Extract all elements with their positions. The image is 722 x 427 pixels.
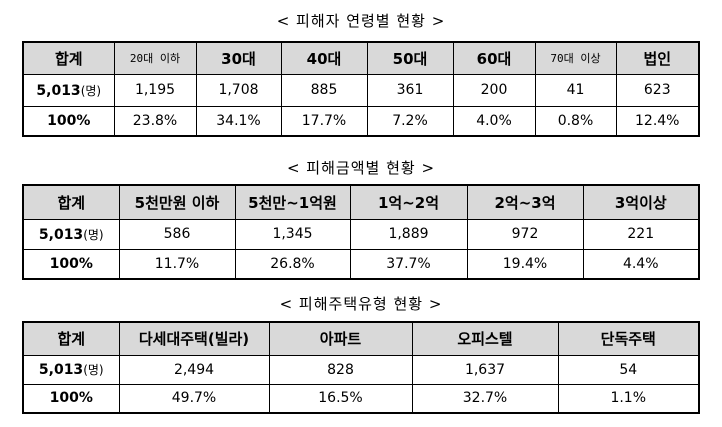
age-count-cell: 200 bbox=[452, 73, 536, 107]
count-total: 5,013 bbox=[38, 362, 84, 378]
age-section-title: < 피해자 연령별 현황 > bbox=[276, 12, 446, 30]
age-pct-cell: 4.0% bbox=[452, 105, 536, 137]
housing-pct-row: 100% 49.7% 16.5% 32.7% 1.1% bbox=[22, 383, 700, 414]
amount-count-cell: 221 bbox=[582, 218, 700, 250]
age-pct-cell: 7.2% bbox=[366, 105, 454, 137]
age-pct-cell: 12.4% bbox=[615, 105, 700, 137]
amount-pct-cell: 37.7% bbox=[349, 248, 468, 280]
amount-count-cell: 972 bbox=[466, 218, 584, 250]
age-count-cell: 1,195 bbox=[113, 73, 197, 107]
count-unit: (명) bbox=[80, 83, 102, 98]
housing-pct-cell: 16.5% bbox=[268, 383, 413, 414]
age-pct-row: 100% 23.8% 34.1% 17.7% 7.2% 4.0% 0.8% 12… bbox=[22, 105, 700, 137]
age-pct-cell: 34.1% bbox=[195, 105, 282, 137]
housing-header-total: 합계 bbox=[22, 321, 120, 356]
amount-pct-label: 100% bbox=[22, 248, 120, 280]
housing-header-row: 합계 다세대주택(빌라) 아파트 오피스텔 단독주택 bbox=[22, 321, 700, 356]
age-header-70s-over: 70대 이상 bbox=[534, 41, 617, 75]
age-header-20s-under: 20대 이하 bbox=[113, 41, 197, 75]
amount-count-row: 5,013(명) 586 1,345 1,889 972 221 bbox=[22, 218, 700, 250]
amount-count-label: 5,013(명) bbox=[22, 218, 120, 250]
amount-count-cell: 1,889 bbox=[349, 218, 468, 250]
amount-count-cell: 1,345 bbox=[234, 218, 351, 250]
amount-header-total: 합계 bbox=[22, 184, 120, 220]
housing-header-officetel: 오피스텔 bbox=[411, 321, 559, 356]
age-count-cell: 41 bbox=[534, 73, 617, 107]
age-count-cell: 361 bbox=[366, 73, 454, 107]
housing-pct-cell: 49.7% bbox=[118, 383, 270, 414]
count-unit: (명) bbox=[83, 227, 104, 242]
housing-header-apartment: 아파트 bbox=[268, 321, 413, 356]
housing-header-multi-family: 다세대주택(빌라) bbox=[118, 321, 270, 356]
age-pct-cell: 17.7% bbox=[280, 105, 368, 137]
housing-count-label: 5,013(명) bbox=[22, 354, 120, 385]
age-count-row: 5,013(명) 1,195 1,708 885 361 200 41 623 bbox=[22, 73, 700, 107]
amount-header-over-300m: 3억이상 bbox=[582, 184, 700, 220]
amount-header-100m-200m: 1억~2억 bbox=[349, 184, 468, 220]
age-count-label: 5,013(명) bbox=[22, 73, 115, 107]
age-pct-label: 100% bbox=[22, 105, 115, 137]
housing-count-cell: 828 bbox=[268, 354, 413, 385]
housing-count-cell: 2,494 bbox=[118, 354, 270, 385]
amount-header-row: 합계 5천만원 이하 5천만~1억원 1억~2억 2억~3억 3억이상 bbox=[22, 184, 700, 220]
housing-count-cell: 1,637 bbox=[411, 354, 559, 385]
age-header-40s: 40대 bbox=[280, 41, 368, 75]
age-table: 합계 20대 이하 30대 40대 50대 60대 70대 이상 법인 5,01… bbox=[22, 41, 700, 137]
count-total: 5,013 bbox=[36, 82, 81, 99]
count-unit: (명) bbox=[83, 363, 104, 377]
housing-header-detached: 단독주택 bbox=[557, 321, 700, 356]
age-header-corporation: 법인 bbox=[615, 41, 700, 75]
age-count-cell: 623 bbox=[615, 73, 700, 107]
amount-header-200m-300m: 2억~3억 bbox=[466, 184, 584, 220]
amount-section-title: < 피해금액별 현황 > bbox=[286, 159, 436, 177]
age-pct-cell: 23.8% bbox=[113, 105, 197, 137]
age-header-total: 합계 bbox=[22, 41, 115, 75]
age-count-cell: 1,708 bbox=[195, 73, 282, 107]
amount-header-under-50m: 5천만원 이하 bbox=[118, 184, 236, 220]
amount-count-cell: 586 bbox=[118, 218, 236, 250]
housing-count-row: 5,013(명) 2,494 828 1,637 54 bbox=[22, 354, 700, 385]
age-header-30s: 30대 bbox=[195, 41, 282, 75]
housing-pct-label: 100% bbox=[22, 383, 120, 414]
age-pct-cell: 0.8% bbox=[534, 105, 617, 137]
age-header-50s: 50대 bbox=[366, 41, 454, 75]
count-total: 5,013 bbox=[38, 226, 84, 243]
housing-table: 합계 다세대주택(빌라) 아파트 오피스텔 단독주택 5,013(명) 2,49… bbox=[22, 321, 700, 414]
amount-header-50m-100m: 5천만~1억원 bbox=[234, 184, 351, 220]
age-header-60s: 60대 bbox=[452, 41, 536, 75]
amount-pct-cell: 11.7% bbox=[118, 248, 236, 280]
amount-table: 합계 5천만원 이하 5천만~1억원 1억~2억 2억~3억 3억이상 5,01… bbox=[22, 184, 700, 280]
housing-count-cell: 54 bbox=[557, 354, 700, 385]
amount-pct-cell: 4.4% bbox=[582, 248, 700, 280]
housing-pct-cell: 32.7% bbox=[411, 383, 559, 414]
housing-section-title: < 피해주택유형 현황 > bbox=[279, 295, 443, 313]
housing-pct-cell: 1.1% bbox=[557, 383, 700, 414]
amount-pct-row: 100% 11.7% 26.8% 37.7% 19.4% 4.4% bbox=[22, 248, 700, 280]
age-header-row: 합계 20대 이하 30대 40대 50대 60대 70대 이상 법인 bbox=[22, 41, 700, 75]
age-count-cell: 885 bbox=[280, 73, 368, 107]
amount-pct-cell: 19.4% bbox=[466, 248, 584, 280]
amount-pct-cell: 26.8% bbox=[234, 248, 351, 280]
